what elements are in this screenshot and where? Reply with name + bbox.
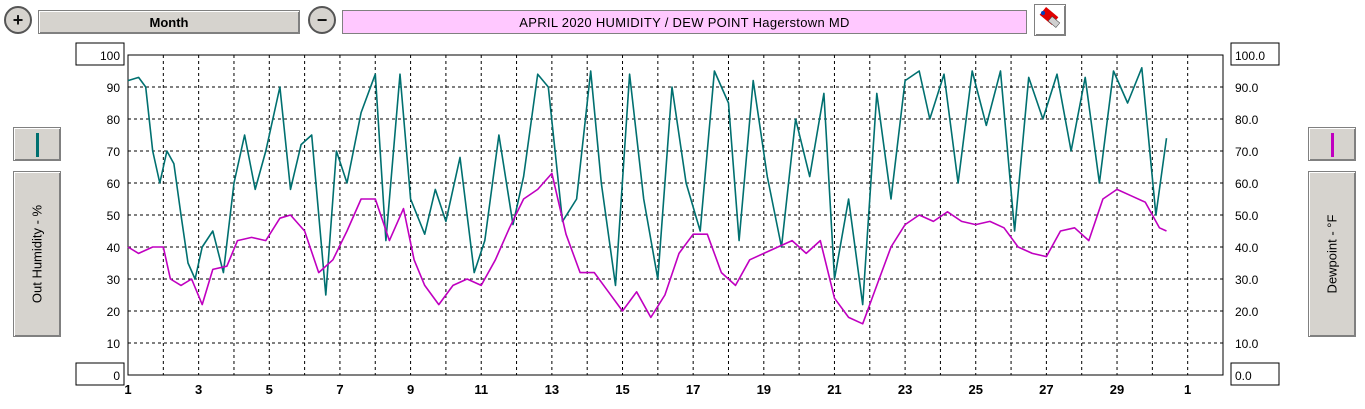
left-tick-label: 60 (107, 177, 121, 191)
right-tick-label: 30.0 (1235, 273, 1259, 287)
left-tick-box (75, 362, 125, 386)
humidity-line (127, 67, 1168, 306)
chart-title: APRIL 2020 HUMIDITY / DEW POINT Hagersto… (342, 10, 1027, 34)
x-tick-label: 9 (407, 382, 414, 397)
left-tick-label: 20 (107, 305, 121, 319)
x-tick-label: 1 (124, 382, 131, 397)
left-tick-label: 10 (107, 337, 121, 351)
left-tick-label: 40 (107, 241, 121, 255)
right-tick-box (1230, 42, 1280, 66)
dewpoint-color-swatch (1331, 133, 1334, 157)
right-tick-label: 50.0 (1235, 209, 1259, 223)
x-tick-label: 23 (898, 382, 912, 397)
x-tick-label: 5 (266, 382, 273, 397)
x-tick-label: 3 (195, 382, 202, 397)
right-tick-box (1230, 362, 1280, 386)
left-tick-label: 80 (107, 113, 121, 127)
right-tick-label: 60.0 (1235, 177, 1259, 191)
left-tick-box (75, 42, 125, 66)
left-axis-label-button[interactable]: Out Humidity - % (13, 171, 61, 337)
plus-icon: + (12, 9, 24, 30)
right-tick-label: 100.0 (1235, 49, 1265, 63)
x-tick-label: 15 (615, 382, 629, 397)
x-tick-label: 13 (545, 382, 559, 397)
x-tick-label: 1 (1184, 382, 1191, 397)
left-tick-label: 100 (100, 49, 120, 63)
dewpoint-color-button[interactable] (1308, 127, 1356, 161)
left-tick-label: 50 (107, 209, 121, 223)
period-selector[interactable]: Month (38, 10, 300, 34)
left-tick-label: 0 (113, 369, 120, 383)
left-tick-label: 70 (107, 145, 121, 159)
clear-settings-button[interactable] (1034, 4, 1066, 36)
left-tick-label: 30 (107, 273, 121, 287)
minus-icon: − (316, 9, 328, 30)
right-tick-label: 70.0 (1235, 145, 1259, 159)
humidity-color-swatch (36, 133, 39, 157)
humidity-color-button[interactable] (13, 127, 61, 161)
right-axis-label-button[interactable]: Dewpoint - °F (1308, 171, 1356, 337)
right-tick-label: 80.0 (1235, 113, 1259, 127)
x-tick-label: 7 (336, 382, 343, 397)
left-tick-label: 90 (107, 81, 121, 95)
right-tick-label: 10.0 (1235, 337, 1259, 351)
zoom-out-button[interactable]: − (308, 6, 336, 34)
x-tick-label: 25 (969, 382, 983, 397)
right-tick-label: 20.0 (1235, 305, 1259, 319)
x-tick-label: 19 (757, 382, 771, 397)
x-tick-label: 29 (1110, 382, 1124, 397)
right-tick-label: 90.0 (1235, 81, 1259, 95)
x-tick-label: 27 (1039, 382, 1053, 397)
paint-eraser-icon (1039, 7, 1061, 28)
right-tick-label: 0.0 (1235, 369, 1252, 383)
right-tick-label: 40.0 (1235, 241, 1259, 255)
x-tick-label: 21 (827, 382, 841, 397)
dewpoint-line (127, 172, 1167, 325)
x-tick-label: 11 (474, 382, 488, 397)
x-tick-label: 17 (686, 382, 700, 397)
zoom-in-button[interactable]: + (4, 6, 32, 34)
